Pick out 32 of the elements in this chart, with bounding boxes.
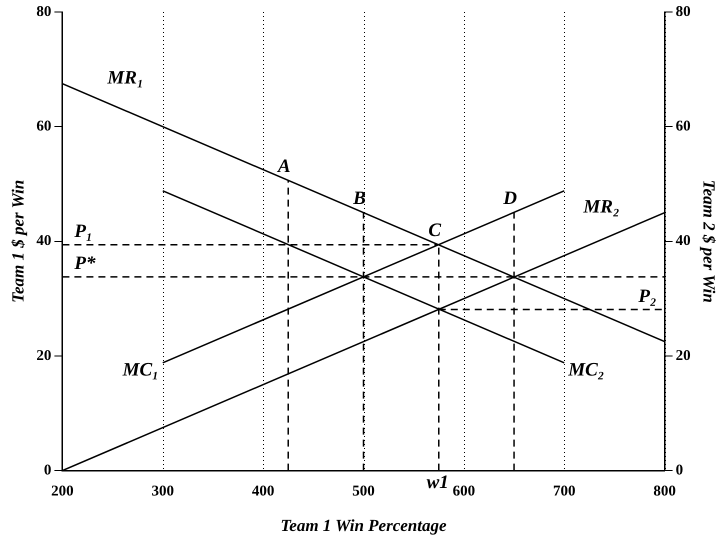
y-tick-label: 60: [36, 118, 52, 135]
y2-tick-label: 60: [676, 118, 691, 135]
annotation: P₂: [637, 286, 657, 307]
x-tick-label: 400: [252, 483, 274, 500]
x-tick-label: 300: [152, 483, 174, 500]
y-tick-label: 80: [36, 4, 52, 20]
y2-tick-label: 0: [676, 462, 684, 478]
annotation: C: [428, 220, 442, 242]
x-tick-label: 800: [653, 483, 676, 500]
y-tick-label: 40: [36, 233, 52, 250]
series-label: MR₂: [582, 196, 620, 218]
x-tick-label: 600: [452, 483, 476, 500]
y-axis-title: Team 1 $ per Win: [8, 180, 28, 303]
x-tick-label: 700: [552, 483, 576, 500]
y2-tick-label: 80: [676, 4, 691, 20]
annotation: w1: [426, 472, 449, 494]
series-label: MC₁: [122, 360, 159, 381]
y-tick-label: 20: [36, 348, 52, 364]
annotation: A: [276, 156, 291, 177]
y2-tick-label: 20: [676, 348, 691, 364]
annotation: P₁: [73, 221, 93, 242]
x-axis-title: Team 1 Win Percentage: [280, 516, 447, 536]
annotation: B: [352, 188, 366, 210]
series-label: MC₂: [567, 360, 604, 381]
annotation: P*: [73, 253, 96, 274]
x-tick-label: 500: [352, 483, 375, 500]
annotation: D: [502, 188, 518, 210]
y2-tick-label: 40: [676, 233, 691, 250]
y-tick-label: 0: [44, 462, 52, 478]
series-label: MR₁: [106, 68, 144, 89]
y2-axis-title: Team 2 $ per Win: [699, 180, 718, 303]
x-tick-label: 200: [51, 483, 74, 500]
